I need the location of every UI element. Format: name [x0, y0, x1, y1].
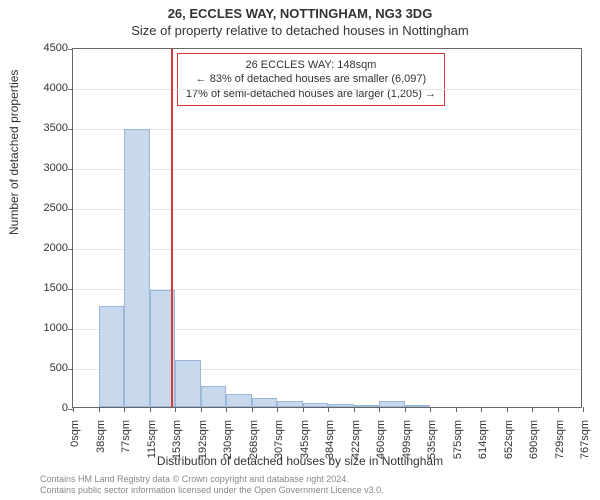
histogram-bar — [405, 405, 431, 407]
x-tick — [379, 407, 380, 412]
reference-line — [171, 49, 173, 407]
x-tick — [175, 407, 176, 412]
footer-text: Contains HM Land Registry data © Crown c… — [40, 474, 384, 496]
y-tick-label: 3000 — [28, 162, 68, 174]
x-tick-label: 384sqm — [324, 420, 336, 470]
histogram-bar — [252, 398, 278, 407]
x-tick-label: 499sqm — [401, 420, 413, 470]
y-tick — [68, 329, 73, 330]
x-tick-label: 268sqm — [248, 420, 260, 470]
x-tick-label: 0sqm — [69, 420, 81, 470]
histogram-bar — [124, 129, 150, 407]
x-tick-label: 535sqm — [426, 420, 438, 470]
x-tick — [201, 407, 202, 412]
y-tick-label: 4000 — [28, 82, 68, 94]
x-tick — [124, 407, 125, 412]
y-tick-label: 0 — [28, 402, 68, 414]
histogram-bar — [379, 401, 405, 407]
annotation-box: 26 ECCLES WAY: 148sqm ← 83% of detached … — [177, 53, 445, 106]
x-tick-label: 115sqm — [146, 420, 158, 470]
y-tick — [68, 209, 73, 210]
grid-line — [73, 89, 581, 90]
x-tick-label: 153sqm — [171, 420, 183, 470]
chart-container: 26, ECCLES WAY, NOTTINGHAM, NG3 3DG Size… — [0, 0, 600, 500]
y-tick-label: 1000 — [28, 322, 68, 334]
footer-line1: Contains HM Land Registry data © Crown c… — [40, 474, 384, 485]
x-tick — [226, 407, 227, 412]
x-tick-label: 767sqm — [579, 420, 591, 470]
histogram-bar — [277, 401, 303, 407]
x-tick — [558, 407, 559, 412]
y-tick-label: 3500 — [28, 122, 68, 134]
x-tick — [507, 407, 508, 412]
y-tick-label: 500 — [28, 362, 68, 374]
y-tick-label: 4500 — [28, 42, 68, 54]
x-tick-label: 192sqm — [197, 420, 209, 470]
x-tick — [532, 407, 533, 412]
x-tick — [456, 407, 457, 412]
x-tick — [303, 407, 304, 412]
x-tick-label: 307sqm — [273, 420, 285, 470]
footer-line2: Contains public sector information licen… — [40, 485, 384, 496]
x-tick-label: 729sqm — [554, 420, 566, 470]
annotation-line2: ← 83% of detached houses are smaller (6,… — [186, 72, 436, 86]
y-tick — [68, 169, 73, 170]
y-tick — [68, 369, 73, 370]
histogram-bar — [226, 394, 252, 407]
x-tick-label: 575sqm — [452, 420, 464, 470]
x-tick — [99, 407, 100, 412]
x-tick — [405, 407, 406, 412]
chart-subtitle: Size of property relative to detached ho… — [0, 21, 600, 38]
x-tick-label: 652sqm — [503, 420, 515, 470]
y-tick — [68, 89, 73, 90]
x-tick-label: 460sqm — [375, 420, 387, 470]
histogram-bar — [303, 403, 329, 407]
y-tick — [68, 49, 73, 50]
x-tick-label: 422sqm — [350, 420, 362, 470]
y-tick-label: 1500 — [28, 282, 68, 294]
y-tick-label: 2000 — [28, 242, 68, 254]
x-tick — [150, 407, 151, 412]
plot-area: 26 ECCLES WAY: 148sqm ← 83% of detached … — [72, 48, 582, 408]
histogram-bar — [328, 404, 354, 407]
x-tick — [481, 407, 482, 412]
x-tick — [252, 407, 253, 412]
annotation-line1: 26 ECCLES WAY: 148sqm — [186, 58, 436, 72]
histogram-bar — [99, 306, 125, 407]
histogram-bar — [354, 405, 380, 407]
x-tick-label: 690sqm — [528, 420, 540, 470]
x-tick — [328, 407, 329, 412]
chart-title: 26, ECCLES WAY, NOTTINGHAM, NG3 3DG — [0, 0, 600, 21]
x-tick-label: 614sqm — [477, 420, 489, 470]
x-tick-label: 345sqm — [299, 420, 311, 470]
x-tick — [354, 407, 355, 412]
x-tick-label: 230sqm — [222, 420, 234, 470]
y-tick — [68, 129, 73, 130]
histogram-bar — [175, 360, 201, 407]
y-tick-label: 2500 — [28, 202, 68, 214]
histogram-bar — [201, 386, 227, 407]
y-axis-label: Number of detached properties — [7, 70, 21, 235]
x-tick-label: 77sqm — [120, 420, 132, 470]
x-tick — [583, 407, 584, 412]
x-tick-label: 38sqm — [95, 420, 107, 470]
y-tick — [68, 289, 73, 290]
x-tick — [277, 407, 278, 412]
x-tick — [430, 407, 431, 412]
y-tick — [68, 249, 73, 250]
x-tick — [73, 407, 74, 412]
